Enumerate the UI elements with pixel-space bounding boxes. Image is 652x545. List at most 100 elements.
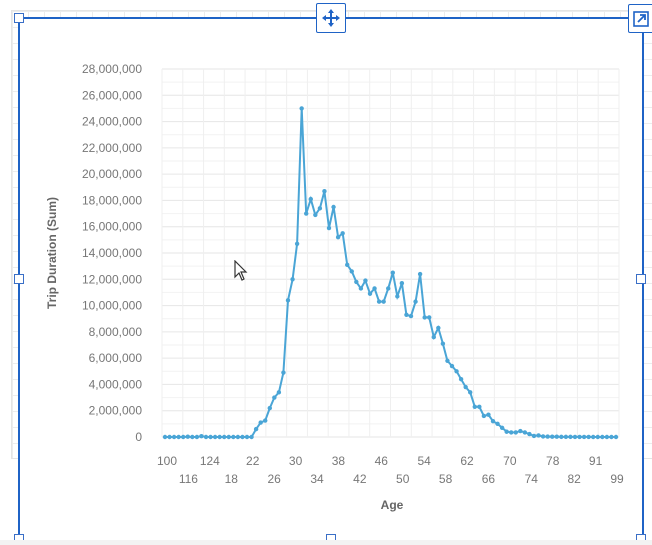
data-point[interactable] (454, 369, 459, 374)
data-point[interactable] (235, 434, 241, 440)
data-point[interactable] (222, 434, 227, 440)
data-point[interactable] (171, 434, 177, 440)
data-point[interactable] (185, 434, 190, 439)
data-point[interactable] (190, 434, 195, 440)
data-point[interactable] (399, 281, 405, 286)
data-point[interactable] (317, 206, 323, 211)
data-point[interactable] (340, 231, 345, 236)
data-point[interactable] (504, 429, 509, 434)
resize-handle-middle-right[interactable] (636, 274, 646, 284)
data-point[interactable] (381, 299, 386, 304)
data-point[interactable] (600, 434, 605, 440)
data-point[interactable] (568, 434, 573, 440)
move-handle-button[interactable] (316, 3, 346, 33)
data-point[interactable] (331, 204, 336, 210)
data-point[interactable] (199, 434, 204, 439)
data-point[interactable] (167, 434, 172, 440)
data-point[interactable] (559, 434, 564, 440)
data-point[interactable] (231, 434, 236, 440)
data-point[interactable] (294, 241, 300, 246)
data-point[interactable] (586, 434, 591, 440)
data-point[interactable] (349, 269, 354, 274)
data-point[interactable] (217, 434, 222, 440)
data-point[interactable] (572, 434, 578, 440)
data-point[interactable] (249, 434, 254, 440)
data-point[interactable] (540, 434, 546, 439)
data-point[interactable] (285, 298, 291, 303)
data-point[interactable] (308, 196, 313, 202)
data-point[interactable] (458, 376, 464, 382)
resize-handle-middle-left[interactable] (14, 274, 24, 284)
data-point[interactable] (304, 211, 309, 216)
data-point[interactable] (313, 212, 318, 218)
data-point[interactable] (449, 363, 455, 369)
data-point[interactable] (281, 370, 286, 375)
data-point[interactable] (591, 434, 596, 440)
data-point[interactable] (363, 278, 368, 283)
data-point[interactable] (518, 428, 523, 434)
data-point[interactable] (408, 313, 414, 319)
data-point[interactable] (468, 390, 473, 395)
data-point[interactable] (226, 434, 231, 440)
data-point[interactable] (577, 434, 582, 440)
data-point[interactable] (345, 262, 350, 268)
data-point[interactable] (477, 404, 482, 409)
data-point[interactable] (604, 434, 610, 440)
data-point[interactable] (513, 430, 518, 435)
data-point[interactable] (609, 434, 614, 440)
data-point[interactable] (472, 404, 477, 409)
data-point[interactable] (490, 419, 496, 424)
data-point[interactable] (613, 434, 619, 440)
data-point[interactable] (335, 235, 341, 240)
data-point[interactable] (431, 334, 436, 340)
data-point[interactable] (358, 286, 364, 291)
data-point[interactable] (445, 358, 450, 363)
popout-button[interactable] (628, 4, 652, 33)
chart-visual[interactable]: 0 2,000,000 4,000,000 6,000,000 8,000,000 10,… (18, 17, 644, 543)
data-point[interactable] (240, 434, 245, 440)
data-point[interactable] (253, 426, 259, 432)
data-point[interactable] (276, 390, 282, 395)
data-point[interactable] (417, 271, 423, 277)
data-point[interactable] (395, 294, 400, 299)
data-point[interactable] (390, 270, 395, 275)
data-point[interactable] (372, 286, 377, 291)
data-point[interactable] (495, 421, 500, 427)
data-point[interactable] (194, 434, 200, 440)
data-point[interactable] (463, 384, 468, 390)
data-point[interactable] (554, 434, 559, 439)
data-point[interactable] (386, 286, 391, 291)
data-point[interactable] (376, 299, 382, 304)
data-point[interactable] (367, 291, 373, 296)
data-point[interactable] (404, 312, 409, 317)
data-point[interactable] (290, 277, 295, 282)
data-point[interactable] (208, 434, 213, 440)
data-point[interactable] (536, 433, 541, 438)
data-point[interactable] (322, 189, 327, 194)
data-point[interactable] (413, 299, 418, 304)
data-point[interactable] (299, 106, 304, 111)
data-point[interactable] (531, 433, 537, 439)
data-point[interactable] (427, 315, 432, 320)
data-point[interactable] (203, 434, 209, 440)
data-point[interactable] (181, 434, 186, 440)
data-point[interactable] (267, 405, 272, 411)
data-point[interactable] (545, 434, 550, 439)
data-point[interactable] (436, 325, 441, 331)
data-point[interactable] (550, 434, 555, 439)
data-point[interactable] (326, 225, 332, 231)
data-point[interactable] (595, 434, 600, 440)
data-point[interactable] (527, 431, 532, 437)
data-point[interactable] (509, 430, 514, 435)
data-point[interactable] (440, 341, 446, 346)
data-point[interactable] (563, 434, 569, 440)
data-point[interactable] (162, 434, 168, 440)
data-point[interactable] (486, 412, 491, 417)
data-point[interactable] (263, 418, 268, 423)
data-point[interactable] (354, 279, 359, 285)
data-point[interactable] (258, 420, 263, 425)
data-point[interactable] (522, 430, 528, 435)
data-point[interactable] (499, 425, 505, 430)
data-point[interactable] (212, 434, 218, 440)
data-point[interactable] (581, 434, 587, 440)
